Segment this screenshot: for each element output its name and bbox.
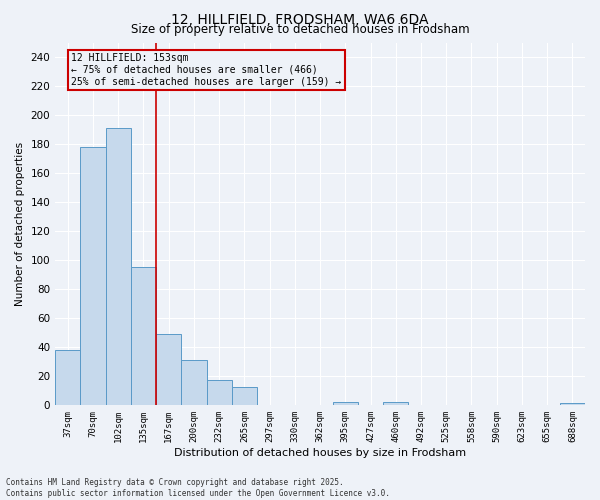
Bar: [560, 404, 585, 405]
Bar: [232, 388, 257, 405]
Y-axis label: Number of detached properties: Number of detached properties: [15, 142, 25, 306]
Bar: [106, 128, 131, 405]
Bar: [206, 380, 232, 405]
Bar: [332, 402, 358, 405]
X-axis label: Distribution of detached houses by size in Frodsham: Distribution of detached houses by size …: [174, 448, 466, 458]
Bar: [181, 360, 206, 405]
Bar: [80, 147, 106, 405]
Bar: [131, 267, 156, 405]
Text: Contains HM Land Registry data © Crown copyright and database right 2025.
Contai: Contains HM Land Registry data © Crown c…: [6, 478, 390, 498]
Text: Size of property relative to detached houses in Frodsham: Size of property relative to detached ho…: [131, 22, 469, 36]
Text: 12 HILLFIELD: 153sqm
← 75% of detached houses are smaller (466)
25% of semi-deta: 12 HILLFIELD: 153sqm ← 75% of detached h…: [71, 54, 341, 86]
Bar: [156, 334, 181, 405]
Bar: [55, 350, 80, 405]
Bar: [383, 402, 409, 405]
Text: 12, HILLFIELD, FRODSHAM, WA6 6DA: 12, HILLFIELD, FRODSHAM, WA6 6DA: [171, 12, 429, 26]
